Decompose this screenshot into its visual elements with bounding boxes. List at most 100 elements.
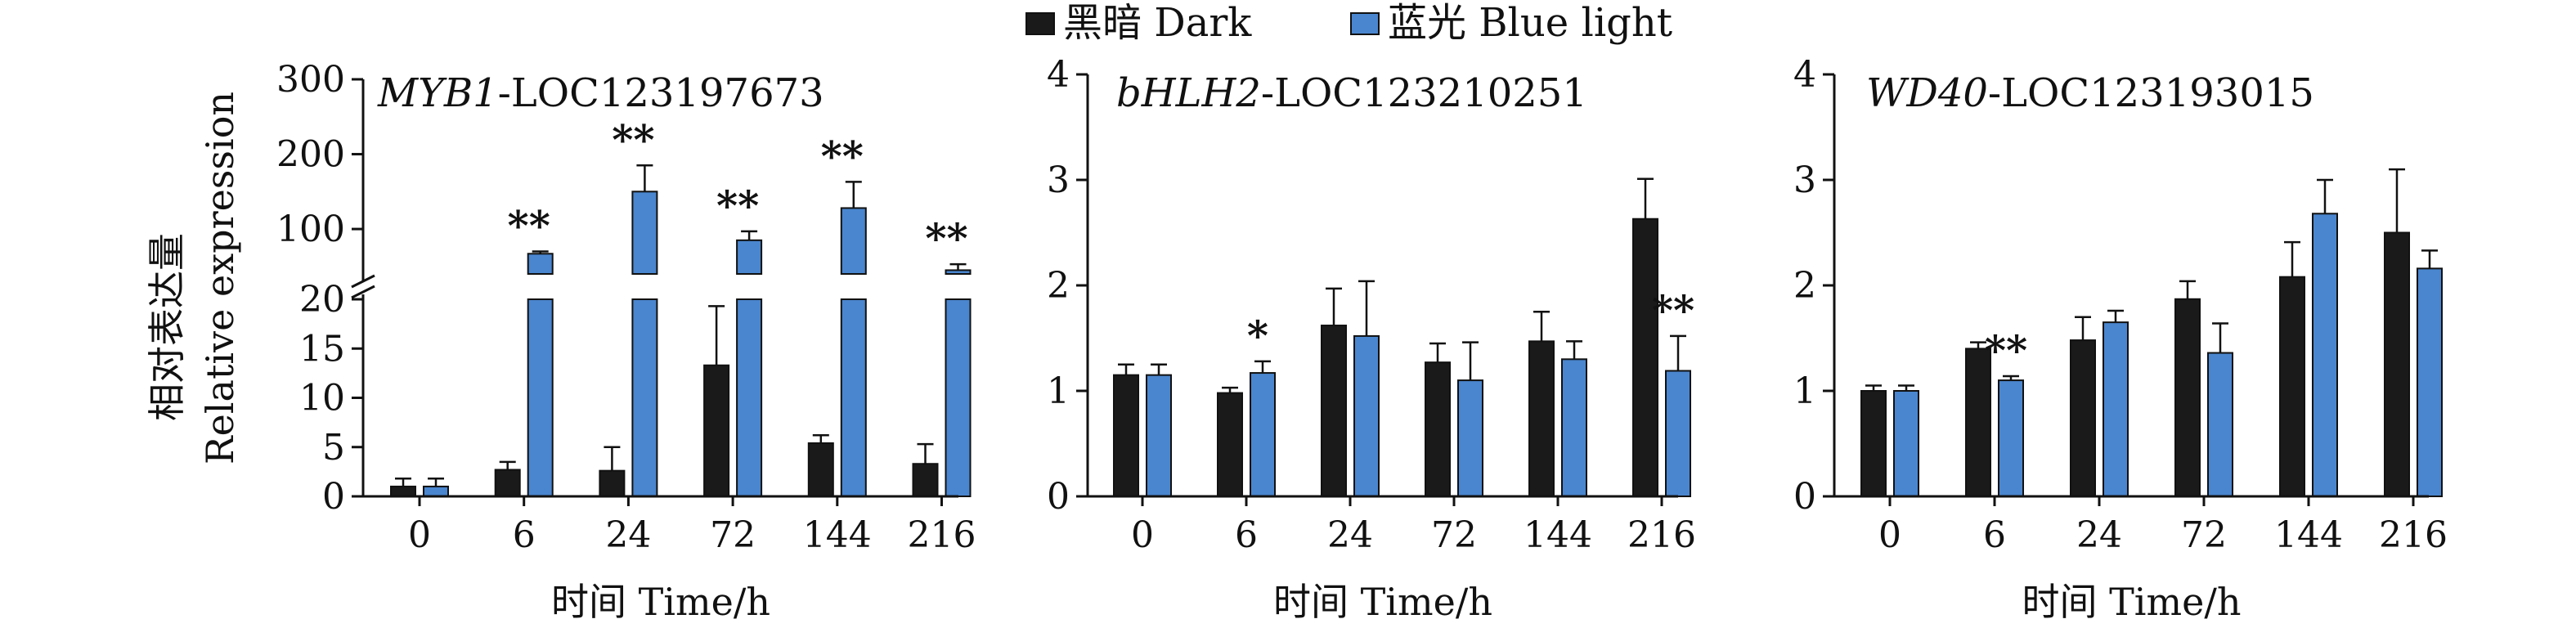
bar-dark-1-2 [1321, 325, 1347, 497]
significance-0-3: ** [716, 182, 759, 230]
bar-dark-1-5 [1632, 218, 1658, 497]
bar-blue-0-1-lower [527, 298, 554, 497]
panel-title-0: MYB1-LOC123197673 [377, 70, 824, 116]
legend: 黑暗 Dark 蓝光 Blue light [1025, 0, 1672, 46]
x-tick-label-1-0: 0 [1131, 514, 1154, 556]
bar-blue-0-0 [423, 485, 449, 498]
y-tick-label-1-2: 2 [1047, 265, 1070, 307]
y-tick-label-1-1: 1 [1047, 370, 1070, 412]
bar-dark-1-0 [1113, 374, 1139, 497]
legend-swatch-0 [1025, 12, 1055, 35]
y-axis-label-cn: 相对表达量 [145, 233, 189, 421]
significance-0-5: ** [925, 214, 967, 262]
panel-2: 0 1 2 3 4 WD40-LOC123193015 ** 0 6 24 72 144 216 时间 T… [1793, 54, 2448, 624]
bar-blue-0-4 [840, 207, 867, 275]
bar-blue-0-4-lower [840, 298, 867, 497]
bar-blue-0-5 [945, 269, 972, 275]
bar-dark-2-3 [2174, 298, 2201, 497]
bar-dark-0-4 [807, 442, 834, 497]
axis-break-mark-lower [351, 285, 375, 299]
x-tick-label-0-5: 216 [908, 514, 976, 556]
y-axis-label-en: Relative expression [198, 92, 242, 464]
bar-blue-1-2 [1353, 334, 1380, 498]
bar-dark-0-1 [494, 469, 521, 498]
x-tick-label-0-0: 0 [408, 514, 431, 556]
bar-blue-0-3-lower [736, 298, 763, 497]
x-tick-label-1-1: 6 [1235, 514, 1258, 556]
bar-blue-1-3 [1457, 379, 1483, 497]
bar-blue-1-1 [1250, 372, 1276, 497]
x-tick-label-2-2: 24 [2076, 514, 2122, 556]
y-tick-label-0-low-1: 5 [322, 427, 345, 469]
bar-dark-2-0 [1860, 390, 1887, 497]
x-tick-label-0-4: 144 [803, 514, 872, 556]
bar-blue-2-3 [2207, 352, 2233, 497]
bar-blue-2-0 [1893, 390, 1919, 497]
bar-dark-1-3 [1425, 361, 1451, 498]
legend-label-0: 黑暗 Dark [1063, 0, 1252, 46]
bar-blue-2-5 [2417, 267, 2443, 497]
significance-0-2: ** [612, 115, 654, 164]
x-tick-label-1-3: 72 [1431, 514, 1477, 556]
bar-dark-2-4 [2279, 276, 2305, 497]
legend-label-1: 蓝光 Blue light [1388, 0, 1672, 46]
x-axis-label-2: 时间 Time/h [2022, 580, 2242, 624]
y-tick-label-1-4: 4 [1047, 54, 1070, 96]
bar-dark-0-0 [390, 485, 416, 498]
bar-dark-1-4 [1528, 340, 1555, 497]
y-tick-label-2-1: 1 [1793, 370, 1816, 412]
bar-dark-2-2 [2070, 339, 2096, 497]
y-tick-label-0-up-1: 200 [276, 134, 345, 176]
y-tick-label-2-4: 4 [1793, 54, 1816, 96]
x-axis-label-0: 时间 Time/h [551, 580, 770, 624]
x-tick-label-1-5: 216 [1627, 514, 1696, 556]
y-tick-label-1-3: 3 [1047, 159, 1070, 201]
bar-blue-0-1 [527, 253, 554, 275]
bar-blue-0-3 [736, 239, 763, 275]
bar-dark-2-5 [2384, 231, 2410, 497]
axis-break-mark-upper [351, 274, 375, 289]
significance-1-1: * [1247, 312, 1268, 360]
y-tick-label-2-0: 0 [1793, 476, 1816, 518]
panel-title-1: bHLH2-LOC123210251 [1116, 70, 1587, 116]
y-tick-label-2-2: 2 [1793, 265, 1816, 307]
y-tick-label-0-low-3: 15 [299, 328, 345, 370]
y-tick-label-0-low-0: 0 [322, 476, 345, 518]
significance-0-4: ** [821, 132, 864, 180]
bar-dark-0-3 [703, 364, 730, 497]
bar-dark-0-2 [599, 469, 626, 497]
x-tick-label-0-1: 6 [513, 514, 536, 556]
bar-dark-1-1 [1217, 392, 1243, 497]
significance-2-1: ** [1985, 326, 2027, 375]
x-tick-label-0-2: 24 [605, 514, 651, 556]
bar-blue-1-4 [1561, 358, 1587, 497]
x-tick-label-0-3: 72 [710, 514, 756, 556]
y-tick-label-0-low-2: 10 [299, 378, 345, 419]
bar-blue-1-5 [1665, 370, 1691, 497]
bar-blue-0-5-lower [945, 298, 972, 497]
bar-blue-0-2-lower [631, 298, 658, 497]
x-tick-label-1-2: 24 [1327, 514, 1373, 556]
bar-blue-2-2 [2103, 321, 2129, 497]
x-axis-label-1: 时间 Time/h [1273, 580, 1492, 624]
bar-blue-0-2 [631, 191, 658, 275]
y-tick-label-0-low-4: 20 [299, 279, 345, 321]
y-axis-label: 相对表达量 Relative expression [145, 92, 242, 464]
bar-dark-0-5 [912, 463, 939, 497]
legend-swatch-1 [1350, 12, 1380, 35]
x-tick-label-2-5: 216 [2379, 514, 2448, 556]
y-tick-label-1-0: 0 [1047, 476, 1070, 518]
panel-title-2: WD40-LOC123193015 [1866, 70, 2314, 116]
x-tick-label-2-3: 72 [2181, 514, 2227, 556]
x-tick-label-1-4: 144 [1524, 514, 1592, 556]
significance-0-1: ** [508, 202, 550, 250]
x-tick-label-2-0: 0 [1878, 514, 1901, 556]
y-tick-label-0-up-2: 300 [276, 59, 345, 101]
bar-blue-2-1 [1998, 379, 2024, 497]
y-tick-label-0-up-0: 100 [276, 209, 345, 250]
x-tick-label-2-4: 144 [2274, 514, 2343, 556]
